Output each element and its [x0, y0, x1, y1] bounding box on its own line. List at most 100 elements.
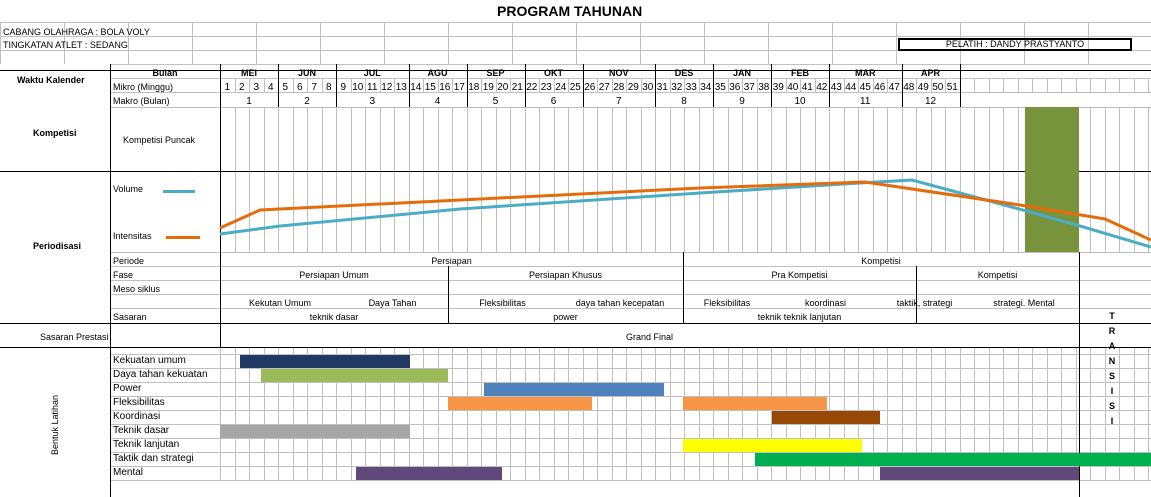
- training-label: Daya tahan kekuatan: [113, 369, 208, 380]
- intensitas-legend-label: Intensitas: [113, 231, 152, 241]
- week-25: 25: [569, 82, 581, 93]
- training-label: Koordinasi: [113, 411, 161, 422]
- bulan-label: Bulan: [152, 68, 178, 78]
- week-2: 2: [238, 82, 245, 93]
- week-30: 30: [642, 82, 654, 93]
- periode-kompetisi: Kompetisi: [861, 256, 901, 266]
- volume-legend-label: Volume: [113, 184, 144, 194]
- week-41: 41: [801, 82, 813, 93]
- training-bar: [683, 397, 827, 410]
- transisi-letter: I: [1110, 386, 1114, 396]
- training-label: Kekuatan umum: [113, 355, 186, 366]
- training-bar: [683, 439, 862, 452]
- meso-strategi-mental: strategi. Mental: [993, 298, 1055, 308]
- week-39: 39: [772, 82, 784, 93]
- week-18: 18: [468, 82, 480, 93]
- periode-persiapan: Persiapan: [431, 256, 472, 266]
- makro-label: Makro (Bulan): [113, 96, 170, 106]
- waktu-kalender-label: Waktu Kalender: [17, 75, 85, 85]
- week-22: 22: [526, 82, 538, 93]
- week-7: 7: [311, 82, 318, 93]
- fase-kompetisi: Kompetisi: [977, 270, 1018, 280]
- meso-daya-tahan: Daya Tahan: [368, 298, 417, 308]
- makro-5: 5: [492, 96, 499, 107]
- training-bar: [484, 383, 664, 396]
- makro-1: 1: [246, 96, 252, 107]
- week-1: 1: [224, 82, 231, 93]
- tingkatan-label: TINGKATAN ATLET : SEDANG: [3, 40, 128, 50]
- week-6: 6: [296, 82, 303, 93]
- makro-9: 9: [739, 96, 745, 107]
- makro-2: 2: [304, 96, 310, 107]
- month-nov: NOV: [608, 68, 629, 78]
- week-51: 51: [946, 82, 958, 93]
- pelatih-label: PELATIH : DANDY PRASTYANTO: [945, 39, 1085, 49]
- transisi-letter: S: [1108, 371, 1115, 381]
- week-26: 26: [584, 82, 596, 93]
- week-21: 21: [511, 82, 523, 93]
- transisi-letter: T: [1109, 311, 1115, 321]
- week-44: 44: [845, 82, 857, 93]
- meso-daya-tahan-kecepatan: daya tahan kecepatan: [575, 298, 665, 308]
- meso-fleksibilitas-1: Fleksibilitas: [479, 298, 526, 308]
- sasaran-teknik-dasar: teknik dasar: [309, 312, 359, 322]
- month-mei: MEI: [240, 68, 257, 78]
- fase-persiapan-khusus: Persiapan Khusus: [528, 270, 603, 280]
- week-24: 24: [555, 82, 567, 93]
- week-23: 23: [540, 82, 552, 93]
- mikro-label: Mikro (Minggu): [113, 82, 174, 92]
- training-label: Fleksibilitas: [113, 397, 165, 408]
- week-15: 15: [424, 82, 436, 93]
- week-34: 34: [700, 82, 712, 93]
- training-bar: [220, 425, 410, 438]
- training-label: Power: [113, 383, 142, 394]
- makro-3: 3: [369, 96, 376, 107]
- week-31: 31: [656, 82, 668, 93]
- week-28: 28: [613, 82, 625, 93]
- kompetisi-puncak-label: Kompetisi Puncak: [123, 135, 196, 145]
- pelatih-box: [898, 38, 1132, 51]
- week-48: 48: [903, 82, 915, 93]
- training-bar: [772, 411, 880, 424]
- week-37: 37: [743, 82, 755, 93]
- sasaran-label: Sasaran: [113, 312, 147, 322]
- month-jul: JUL: [363, 68, 381, 78]
- week-49: 49: [917, 82, 929, 93]
- transisi-letter: A: [1108, 341, 1116, 351]
- meso-kekutan-umum: Kekutan Umum: [248, 298, 312, 308]
- training-bar: [240, 355, 410, 368]
- week-19: 19: [482, 82, 494, 93]
- fase-pra-kompetisi: Pra Kompetisi: [771, 270, 828, 280]
- week-17: 17: [453, 82, 465, 93]
- training-label: Mental: [113, 467, 144, 478]
- makro-7: 7: [615, 96, 622, 107]
- kompetisi-puncak-block: [1025, 107, 1079, 252]
- training-bar: [356, 467, 502, 480]
- meso-siklus-label: Meso siklus: [113, 284, 161, 294]
- fase-label: Fase: [113, 270, 134, 280]
- week-10: 10: [352, 82, 364, 93]
- week-16: 16: [439, 82, 451, 93]
- training-label: Teknik lanjutan: [113, 439, 180, 450]
- week-5: 5: [282, 82, 289, 93]
- makro-4: 4: [434, 96, 441, 107]
- week-46: 46: [874, 82, 886, 93]
- training-label: Taktik dan strategi: [113, 453, 194, 464]
- month-apr: APR: [920, 68, 940, 78]
- week-40: 40: [787, 82, 799, 93]
- volume-line: [219, 178, 1151, 249]
- makro-12: 12: [924, 96, 937, 107]
- month-mar: MAR: [855, 68, 876, 78]
- week-8: 8: [325, 82, 332, 93]
- week-36: 36: [729, 82, 741, 93]
- volume-legend-swatch: [163, 190, 195, 193]
- intensitas-legend-swatch: [166, 236, 200, 239]
- week-12: 12: [381, 82, 393, 93]
- month-sep: SEP: [486, 68, 505, 78]
- bentuk-latihan-label: Bentuk Latihan: [50, 394, 60, 456]
- sasaran-prestasi-label: Sasaran Prestasi: [40, 332, 109, 342]
- training-bar: [755, 453, 1151, 466]
- sasaran-power: power: [553, 312, 578, 322]
- intensitas-line: [219, 180, 1151, 242]
